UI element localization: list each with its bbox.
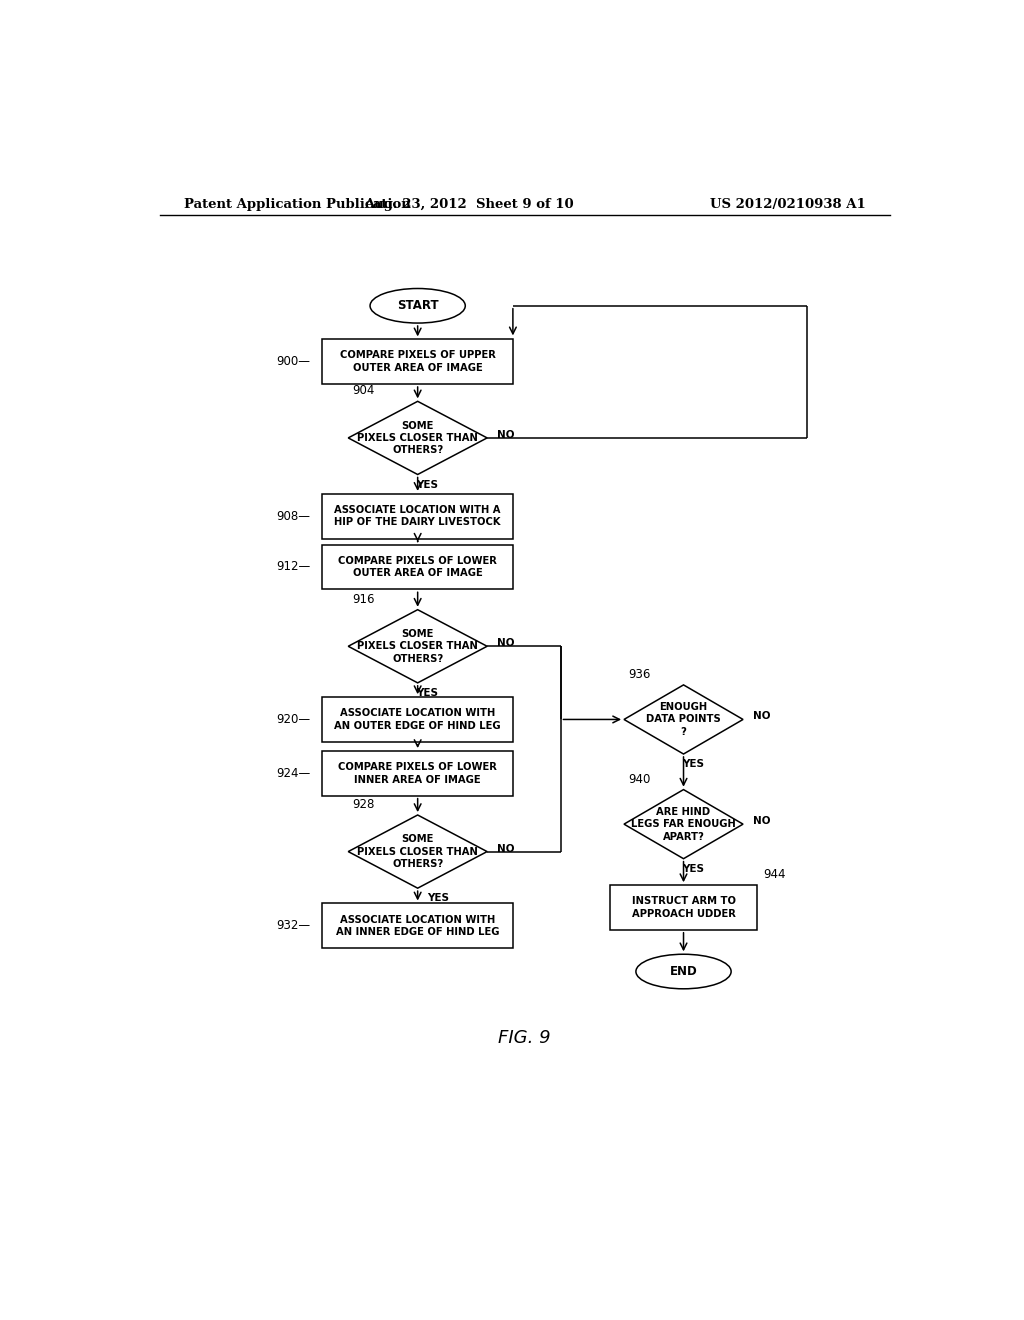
- Text: 940: 940: [628, 772, 650, 785]
- FancyBboxPatch shape: [323, 545, 513, 589]
- Text: ASSOCIATE LOCATION WITH
AN OUTER EDGE OF HIND LEG: ASSOCIATE LOCATION WITH AN OUTER EDGE OF…: [335, 709, 501, 731]
- Text: 924—: 924—: [276, 767, 310, 780]
- Text: 912—: 912—: [276, 561, 310, 573]
- Text: 932—: 932—: [276, 919, 310, 932]
- Text: 920—: 920—: [276, 713, 310, 726]
- Text: FIG. 9: FIG. 9: [499, 1028, 551, 1047]
- Text: SOME
PIXELS CLOSER THAN
OTHERS?: SOME PIXELS CLOSER THAN OTHERS?: [357, 628, 478, 664]
- Polygon shape: [348, 814, 487, 888]
- Text: COMPARE PIXELS OF LOWER
OUTER AREA OF IMAGE: COMPARE PIXELS OF LOWER OUTER AREA OF IM…: [338, 556, 497, 578]
- Polygon shape: [348, 610, 487, 682]
- Text: NO: NO: [753, 711, 770, 722]
- Text: COMPARE PIXELS OF UPPER
OUTER AREA OF IMAGE: COMPARE PIXELS OF UPPER OUTER AREA OF IM…: [340, 351, 496, 372]
- Text: YES: YES: [682, 863, 705, 874]
- Text: NO: NO: [753, 816, 770, 826]
- Polygon shape: [348, 401, 487, 474]
- Text: 944: 944: [763, 869, 785, 880]
- Text: Patent Application Publication: Patent Application Publication: [183, 198, 411, 211]
- Text: SOME
PIXELS CLOSER THAN
OTHERS?: SOME PIXELS CLOSER THAN OTHERS?: [357, 421, 478, 455]
- FancyBboxPatch shape: [323, 697, 513, 742]
- Text: YES: YES: [416, 479, 438, 490]
- Text: NO: NO: [497, 639, 514, 648]
- Text: COMPARE PIXELS OF LOWER
INNER AREA OF IMAGE: COMPARE PIXELS OF LOWER INNER AREA OF IM…: [338, 762, 497, 784]
- Text: 904: 904: [352, 384, 375, 397]
- FancyBboxPatch shape: [323, 339, 513, 384]
- FancyBboxPatch shape: [323, 494, 513, 539]
- Text: NO: NO: [497, 430, 514, 440]
- Text: END: END: [670, 965, 697, 978]
- FancyBboxPatch shape: [323, 751, 513, 796]
- FancyBboxPatch shape: [610, 886, 757, 929]
- Ellipse shape: [370, 289, 465, 323]
- Text: ARE HIND
LEGS FAR ENOUGH
APART?: ARE HIND LEGS FAR ENOUGH APART?: [631, 807, 736, 842]
- Text: NO: NO: [497, 843, 514, 854]
- Polygon shape: [624, 789, 743, 859]
- Text: Aug. 23, 2012  Sheet 9 of 10: Aug. 23, 2012 Sheet 9 of 10: [365, 198, 574, 211]
- Text: START: START: [397, 300, 438, 313]
- Text: US 2012/0210938 A1: US 2012/0210938 A1: [711, 198, 866, 211]
- Text: 928: 928: [352, 797, 375, 810]
- Text: YES: YES: [682, 759, 705, 770]
- Ellipse shape: [636, 954, 731, 989]
- Text: ASSOCIATE LOCATION WITH
AN INNER EDGE OF HIND LEG: ASSOCIATE LOCATION WITH AN INNER EDGE OF…: [336, 915, 500, 937]
- Text: YES: YES: [427, 894, 450, 903]
- Text: ENOUGH
DATA POINTS
?: ENOUGH DATA POINTS ?: [646, 702, 721, 737]
- Text: ASSOCIATE LOCATION WITH A
HIP OF THE DAIRY LIVESTOCK: ASSOCIATE LOCATION WITH A HIP OF THE DAI…: [335, 506, 501, 528]
- Text: YES: YES: [416, 688, 438, 698]
- Text: 908—: 908—: [276, 510, 310, 523]
- Text: SOME
PIXELS CLOSER THAN
OTHERS?: SOME PIXELS CLOSER THAN OTHERS?: [357, 834, 478, 869]
- Polygon shape: [624, 685, 743, 754]
- Text: INSTRUCT ARM TO
APPROACH UDDER: INSTRUCT ARM TO APPROACH UDDER: [632, 896, 735, 919]
- FancyBboxPatch shape: [323, 903, 513, 948]
- Text: 936: 936: [628, 668, 650, 681]
- Text: 916: 916: [352, 593, 375, 606]
- Text: 900—: 900—: [276, 355, 310, 368]
